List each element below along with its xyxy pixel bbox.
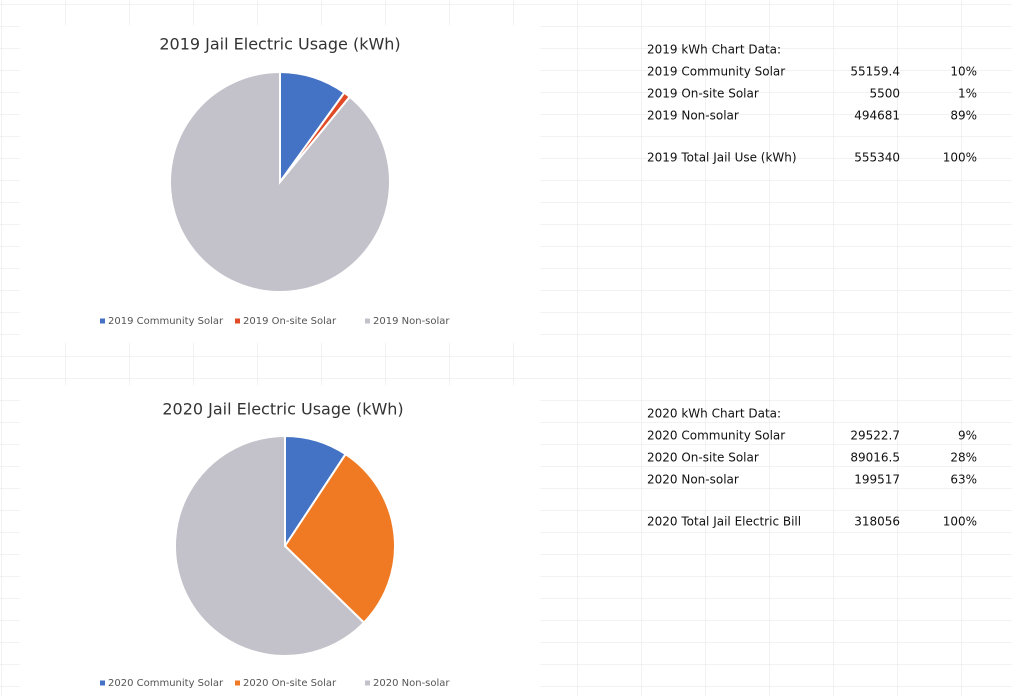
row-percent: 28% (950, 451, 977, 465)
row-value: 494681 (854, 109, 900, 123)
pie-slice (169, 70, 391, 293)
legend-label: 2019 Non-solar (373, 316, 450, 327)
legend-marker (100, 318, 105, 324)
row-percent: 100% (943, 515, 977, 529)
row-percent: 1% (958, 87, 977, 101)
legend-marker (100, 680, 105, 686)
row-percent: 63% (950, 473, 977, 487)
legend-marker (365, 318, 370, 324)
row-label: 2019 Total Jail Use (kWh) (647, 151, 797, 165)
row-value: 555340 (854, 151, 900, 165)
row-label: 2019 Community Solar (647, 65, 785, 79)
legend-marker (235, 680, 240, 686)
legend-label: 2020 Community Solar (108, 678, 224, 689)
row-value: 318056 (854, 515, 900, 529)
row-value: 89016.5 (850, 451, 900, 465)
chart-title: 2020 Jail Electric Usage (kWh) (162, 400, 403, 419)
row-value: 5500 (869, 87, 900, 101)
chart-title: 2019 Jail Electric Usage (kWh) (159, 35, 400, 54)
row-value: 55159.4 (850, 65, 900, 79)
pie-slice (174, 434, 366, 657)
row-percent: 9% (958, 429, 977, 443)
table-title: 2019 kWh Chart Data: (647, 43, 781, 57)
row-label: 2020 Total Jail Electric Bill (647, 515, 801, 529)
row-label: 2020 Community Solar (647, 429, 785, 443)
legend-label: 2020 Non-solar (373, 678, 450, 689)
row-label: 2020 Non-solar (647, 473, 739, 487)
row-value: 29522.7 (850, 429, 900, 443)
legend-label: 2019 Community Solar (108, 316, 224, 327)
row-label: 2019 On-site Solar (647, 87, 759, 101)
row-value: 199517 (854, 473, 900, 487)
legend-label: 2019 On-site Solar (243, 316, 337, 327)
legend-label: 2020 On-site Solar (243, 678, 337, 689)
table-title: 2020 kWh Chart Data: (647, 407, 781, 421)
row-label: 2019 Non-solar (647, 109, 739, 123)
row-percent: 89% (950, 109, 977, 123)
row-percent: 100% (943, 151, 977, 165)
legend-marker (365, 680, 370, 686)
row-percent: 10% (950, 65, 977, 79)
pie-slice (283, 452, 396, 625)
legend-marker (235, 318, 240, 324)
row-label: 2020 On-site Solar (647, 451, 759, 465)
